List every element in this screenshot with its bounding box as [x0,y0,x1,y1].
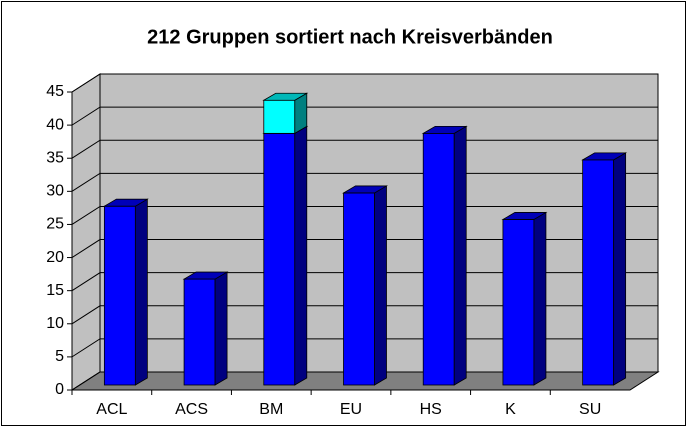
x-tick-label: ACL [96,401,127,418]
bar-side [533,211,547,386]
grid-line [71,305,658,325]
bar-top [102,198,149,207]
y-tick-label: 10 [46,315,64,332]
bar-front [263,99,296,134]
bar-front [343,192,375,386]
y-tick-label: 20 [46,249,64,266]
y-tick-label: 40 [46,116,64,133]
y-tick-label: 30 [46,183,64,200]
x-tick-label: EU [340,401,362,418]
grid-line [71,338,658,358]
bar-front [263,132,296,386]
bar-front [502,219,535,386]
bar-top [581,152,628,161]
x-tick-label: HS [420,401,442,418]
bar-side [613,152,627,386]
grid-line [71,139,658,159]
bar-top [262,92,309,101]
bar-top [342,185,388,194]
x-tick-label: K [505,401,516,418]
grid-line [71,371,658,391]
grid-line [71,239,658,258]
bar-front [103,205,136,386]
x-tick-label: SU [579,401,601,418]
x-tick-label: ACS [175,401,208,418]
grid-line [71,172,658,192]
y-tick-label: 0 [55,381,64,398]
bar-side [453,125,467,386]
grid-line [71,73,658,93]
x-tick-label: BM [259,401,283,418]
grid-line [71,272,658,292]
bar-top [421,125,468,134]
y-tick-label: 15 [46,282,64,299]
bar-side [374,185,387,386]
chart-title: 212 Gruppen sortiert nach Kreisverbänden [147,26,553,48]
y-tick-label: 45 [46,83,64,100]
side-wall [71,73,101,391]
grid-line [71,106,658,126]
bar-side [134,198,148,386]
y-tick-label: 35 [46,149,64,166]
bar-top [501,212,548,220]
bar-front [582,159,615,386]
bar-top [182,271,229,280]
bar-side [214,271,228,386]
bar-front [183,278,216,386]
grid-line [71,205,658,225]
y-tick-label: 25 [46,216,64,233]
bar-front [422,132,455,386]
y-tick-label: 5 [55,348,64,365]
bar-side [294,125,308,386]
